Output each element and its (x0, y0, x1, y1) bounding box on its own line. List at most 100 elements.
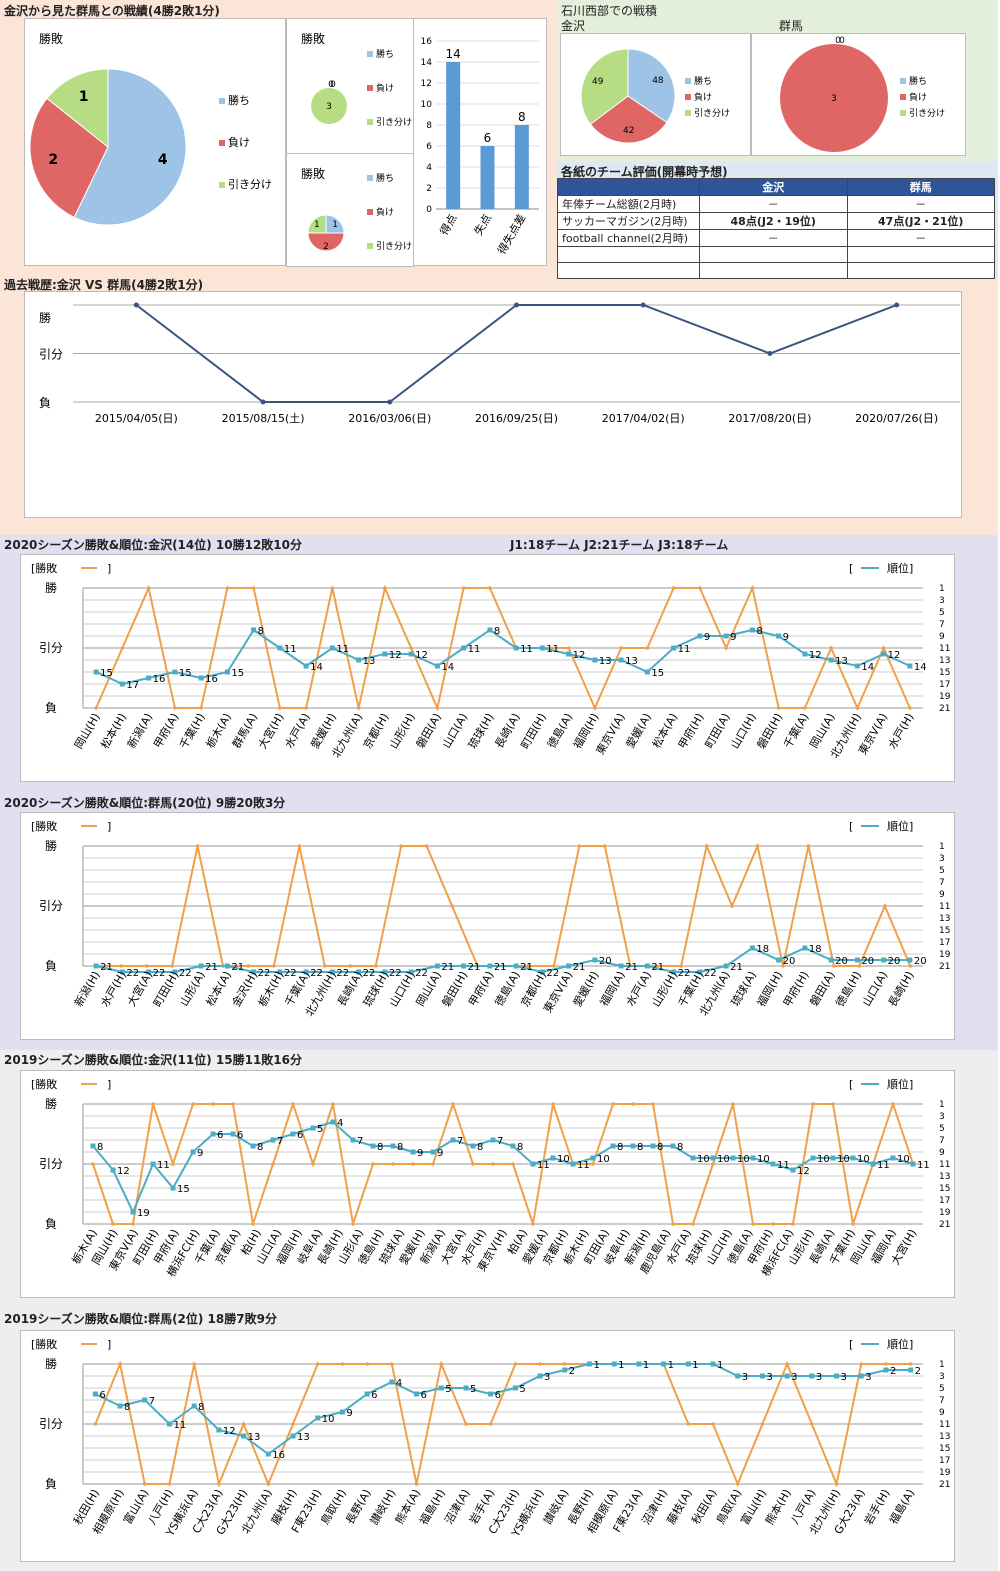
rank-point (130, 1209, 136, 1215)
result-point (730, 904, 734, 908)
result-point (291, 1422, 295, 1426)
legend-label: 負け (376, 82, 394, 94)
result-point (791, 1222, 795, 1226)
rank-point (389, 1379, 395, 1385)
rank-data-label: 1 (618, 1360, 624, 1371)
result-point (566, 646, 571, 650)
evaluation-table-wrap: 金沢 群馬 年俸チーム総額(2月時) －－ サッカーマガジン(2月時) 48点(J2・… (557, 178, 995, 279)
pie-value-label: 1 (332, 220, 338, 230)
result-point (883, 904, 887, 908)
legend-swatch (367, 51, 373, 57)
result-point (831, 1102, 835, 1106)
result-point (409, 646, 413, 650)
history-title: 過去戦歴:金沢 VS 群馬(4勝2敗1分) (4, 278, 204, 292)
rank-point (339, 1409, 345, 1415)
result-point (776, 706, 781, 710)
rank-point (382, 651, 388, 657)
rank-data-label: 20 (835, 956, 848, 967)
season-title-3: 2019シーズン勝敗&順位:金沢(11位) 15勝11敗16分 (4, 1053, 303, 1067)
rank-point (198, 675, 204, 681)
rank-tick-label: 15 (939, 1184, 950, 1194)
rank-point (592, 657, 598, 663)
rank-point (450, 1137, 456, 1143)
pie-value-label: 1 (79, 89, 89, 105)
rank-tick-label: 13 (939, 1432, 950, 1442)
rank-data-label: 8 (97, 1142, 103, 1153)
rank-point (329, 645, 335, 651)
rank-data-label: 5 (470, 1384, 476, 1395)
result-point (111, 1222, 115, 1226)
rank-tick-label: 21 (939, 962, 950, 972)
result-point (439, 1362, 444, 1366)
rank-point (870, 1161, 876, 1167)
rank-tick-label: 17 (939, 938, 950, 948)
pie-slice (73, 68, 187, 226)
result-point (414, 1482, 419, 1486)
rank-data-label: 12 (888, 650, 901, 661)
rank-point (270, 1137, 276, 1143)
rank-point (146, 969, 152, 975)
rank-point (191, 1403, 197, 1409)
rank-point (390, 1143, 396, 1149)
rank-point (828, 957, 834, 963)
rank-point (854, 663, 860, 669)
result-point (591, 1162, 595, 1166)
rank-point (408, 969, 414, 975)
rank-data-label: 11 (520, 644, 533, 655)
rank-point (150, 1161, 156, 1167)
rank-point (241, 1433, 247, 1439)
x-tick-label: 水戸(H) (98, 969, 129, 1009)
rank-point (290, 1433, 296, 1439)
legend-label: 勝ち (376, 172, 394, 184)
rank-point (512, 1385, 518, 1391)
result-axis-label: 勝 (45, 1356, 57, 1371)
rank-point (364, 1391, 370, 1397)
rank-data-label: 22 (258, 968, 271, 979)
rank-point (685, 1361, 691, 1367)
rank-data-label: 17 (126, 680, 139, 691)
x-tick-label: 甲府(H) (675, 711, 707, 752)
result-legend-label: [勝敗 (31, 1337, 57, 1351)
rank-tick-label: 11 (939, 644, 950, 654)
rank-point (710, 1361, 716, 1367)
rank-data-label: 8 (617, 1142, 623, 1153)
rank-data-label: 20 (914, 956, 927, 967)
pie-slice (589, 95, 668, 144)
rank-line (92, 1120, 914, 1215)
result-point (241, 1422, 246, 1426)
rank-data-label: 1 (717, 1360, 723, 1371)
rank-point (858, 1373, 864, 1379)
rank-data-label: 12 (809, 650, 822, 661)
rank-tick-label: 3 (939, 596, 945, 606)
result-line (94, 1360, 911, 1488)
bar-value-label: 6 (484, 131, 492, 145)
result-point (167, 1482, 172, 1486)
result-axis-label: 負 (45, 1217, 57, 1231)
rank-point (461, 645, 467, 651)
rank-point (350, 1137, 356, 1143)
rank-data-label: 6 (237, 1130, 243, 1141)
rank-tick-label: 3 (939, 854, 945, 864)
rank-data-label: 1 (668, 1360, 674, 1371)
rank-point (434, 963, 440, 969)
rank-data-label: 10 (697, 1154, 710, 1165)
rank-tick-label: 7 (939, 878, 945, 888)
result-point (513, 1362, 518, 1366)
rank-point (119, 681, 125, 687)
rank-point (630, 1143, 636, 1149)
pie-title: 勝敗 (301, 31, 325, 46)
rank-point (210, 1131, 216, 1137)
rank-data-label: 9 (730, 632, 736, 643)
rank-point (618, 657, 624, 663)
rank-data-label: 11 (577, 1160, 590, 1171)
y-tick-label: 14 (421, 58, 433, 68)
rank-legend-open: [ (849, 1078, 853, 1091)
result-legend-close: ] (107, 1078, 111, 1091)
result-point (908, 1362, 913, 1366)
result-point (611, 1102, 615, 1106)
rank-tick-label: 19 (939, 692, 951, 702)
rank-point (776, 633, 782, 639)
rank-data-label: 15 (100, 668, 113, 679)
rank-point (166, 1421, 172, 1427)
rank-point (907, 957, 913, 963)
